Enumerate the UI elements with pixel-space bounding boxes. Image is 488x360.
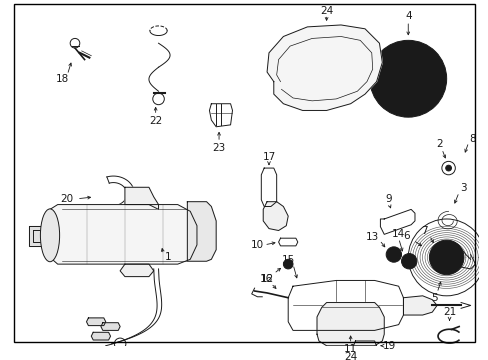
Text: 5: 5 bbox=[430, 293, 437, 303]
Circle shape bbox=[390, 252, 396, 257]
Text: 8: 8 bbox=[468, 134, 475, 144]
Polygon shape bbox=[209, 104, 232, 127]
Circle shape bbox=[283, 259, 292, 269]
Text: 3: 3 bbox=[459, 183, 466, 193]
Polygon shape bbox=[403, 296, 436, 315]
Circle shape bbox=[428, 240, 463, 275]
Text: 6: 6 bbox=[402, 231, 409, 241]
Polygon shape bbox=[316, 302, 384, 346]
Text: 11: 11 bbox=[343, 344, 357, 354]
Circle shape bbox=[438, 250, 453, 265]
Text: 12: 12 bbox=[260, 274, 273, 284]
Polygon shape bbox=[124, 187, 158, 210]
Text: 24: 24 bbox=[319, 5, 332, 15]
Text: 13: 13 bbox=[366, 232, 379, 242]
Text: 4: 4 bbox=[404, 11, 411, 21]
Polygon shape bbox=[91, 332, 110, 340]
Text: 17: 17 bbox=[262, 152, 275, 162]
Polygon shape bbox=[266, 25, 382, 111]
Polygon shape bbox=[263, 202, 287, 230]
Polygon shape bbox=[261, 168, 276, 207]
Polygon shape bbox=[278, 238, 297, 246]
Polygon shape bbox=[353, 341, 376, 351]
Polygon shape bbox=[380, 210, 414, 234]
Circle shape bbox=[445, 165, 450, 171]
Text: 22: 22 bbox=[149, 116, 162, 126]
Text: 15: 15 bbox=[281, 255, 294, 265]
Circle shape bbox=[369, 40, 446, 117]
Circle shape bbox=[398, 69, 417, 88]
Text: 2: 2 bbox=[436, 139, 442, 149]
Text: 1: 1 bbox=[164, 252, 171, 262]
Text: 7: 7 bbox=[420, 226, 427, 237]
Text: 23: 23 bbox=[212, 143, 225, 153]
Circle shape bbox=[401, 253, 416, 269]
Circle shape bbox=[386, 247, 401, 262]
Text: 21: 21 bbox=[442, 307, 455, 317]
Circle shape bbox=[337, 72, 343, 78]
Polygon shape bbox=[101, 323, 120, 330]
Text: 24: 24 bbox=[343, 352, 357, 360]
Polygon shape bbox=[187, 202, 216, 261]
Text: 10: 10 bbox=[250, 240, 264, 250]
Text: 20: 20 bbox=[61, 194, 74, 204]
Circle shape bbox=[199, 228, 214, 243]
Circle shape bbox=[406, 258, 411, 264]
Polygon shape bbox=[29, 226, 46, 246]
Text: 9: 9 bbox=[385, 194, 391, 204]
Text: 16: 16 bbox=[259, 274, 272, 284]
Polygon shape bbox=[86, 318, 105, 325]
Polygon shape bbox=[50, 204, 197, 264]
Polygon shape bbox=[287, 280, 403, 330]
Text: 14: 14 bbox=[391, 229, 405, 239]
Text: 19: 19 bbox=[382, 341, 395, 351]
Ellipse shape bbox=[41, 209, 60, 262]
Polygon shape bbox=[120, 264, 153, 276]
Text: 18: 18 bbox=[56, 74, 69, 84]
Circle shape bbox=[377, 48, 438, 109]
